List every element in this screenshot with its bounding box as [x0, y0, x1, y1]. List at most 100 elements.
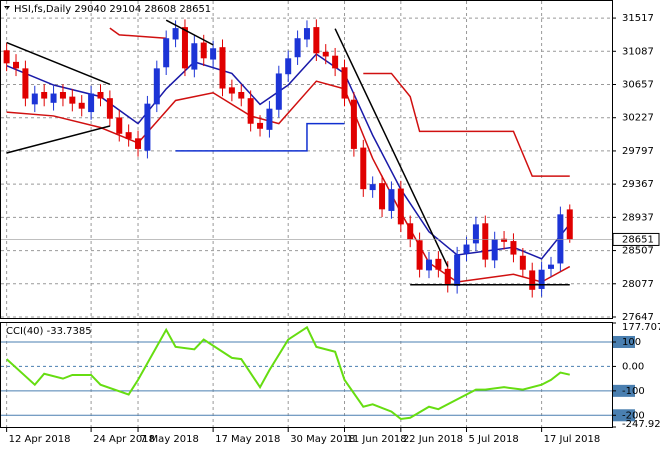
- candle-body: [266, 108, 273, 130]
- candle-body: [181, 27, 188, 69]
- candle-body: [50, 93, 57, 103]
- trend-line: [165, 19, 214, 46]
- candle-body: [463, 244, 470, 254]
- candle-body: [275, 73, 282, 110]
- x-tick-label: 12 Apr 2018: [9, 434, 71, 445]
- y-tick-label: -247.929: [622, 419, 660, 430]
- level-box: [613, 335, 635, 348]
- candle-body: [529, 270, 536, 290]
- candle-body: [341, 67, 348, 99]
- last-price-label: 28651: [622, 234, 654, 245]
- candle-body: [482, 223, 489, 260]
- y-tick-label: 29367: [622, 179, 654, 190]
- candle-body: [501, 238, 508, 242]
- candle-body: [510, 241, 517, 255]
- cci-title: CCI(40) -33.7385: [6, 326, 92, 337]
- candle-body: [566, 209, 573, 240]
- x-tick-label: 17 May 2018: [215, 434, 280, 445]
- cci-panel: [0, 322, 613, 428]
- candle-body: [219, 47, 226, 89]
- candle-body: [125, 132, 132, 139]
- main-panel: [0, 0, 613, 319]
- candle-body: [135, 138, 142, 149]
- x-tick-label: 7 May 2018: [140, 434, 199, 445]
- trend-line: [6, 41, 111, 85]
- candle-body: [519, 255, 526, 270]
- candle-body: [472, 224, 479, 244]
- candle-body: [313, 27, 320, 54]
- indicator-line: [6, 80, 571, 283]
- candle-body: [303, 28, 310, 40]
- candle-body: [369, 184, 376, 191]
- candle-body: [69, 96, 76, 104]
- x-tick-label: 24 Apr 2018: [93, 434, 155, 445]
- candle-body: [106, 98, 113, 119]
- candle-body: [547, 264, 554, 269]
- y-tick-label: -100: [622, 386, 645, 397]
- indicator-line: [109, 27, 570, 177]
- candle-body: [454, 254, 461, 286]
- indicator-line: [175, 122, 345, 152]
- candle-body: [285, 58, 292, 75]
- level-box: [613, 409, 635, 422]
- candle-body: [416, 240, 423, 270]
- candle-body: [22, 68, 29, 99]
- candle-body: [78, 102, 85, 109]
- y-tick-label: 30657: [622, 79, 654, 90]
- candle-body: [247, 98, 254, 124]
- candle-body: [397, 188, 404, 225]
- candle-body: [538, 269, 545, 289]
- candle-body: [294, 38, 301, 58]
- y-tick-label: 31087: [622, 46, 654, 57]
- level-box: [613, 384, 635, 397]
- candle-body: [163, 38, 170, 68]
- candle-body: [200, 42, 207, 59]
- cci-line: [5, 325, 570, 420]
- candle-body: [350, 99, 357, 149]
- candle-body: [425, 259, 432, 271]
- candle-body: [407, 223, 414, 240]
- candle-body: [491, 239, 498, 261]
- trend-line: [334, 28, 449, 267]
- y-tick-label: 30227: [622, 113, 654, 124]
- candle-body: [172, 28, 179, 40]
- candle-body: [116, 117, 123, 134]
- y-tick-label: 28077: [622, 279, 654, 290]
- candle-body: [191, 43, 198, 70]
- y-tick-label: 27647: [622, 312, 654, 323]
- candle-body: [59, 91, 66, 99]
- x-tick-label: 30 May 2018: [290, 434, 355, 445]
- y-tick-label: -200: [622, 410, 645, 421]
- candle-body: [13, 61, 20, 69]
- candle-body: [379, 183, 386, 210]
- candle-body: [360, 147, 367, 190]
- candle-body: [88, 93, 95, 113]
- candle-body: [3, 50, 10, 64]
- last-price-box: [612, 232, 660, 246]
- x-tick-label: 17 Jul 2018: [544, 434, 601, 445]
- y-tick-label: 177.7073: [622, 322, 660, 333]
- candle-body: [257, 122, 264, 129]
- y-tick-label: 29797: [622, 146, 654, 157]
- candle-body: [31, 93, 38, 105]
- candle-body: [332, 55, 339, 69]
- x-tick-label: 22 Jun 2018: [403, 434, 463, 445]
- candle-body: [435, 258, 442, 270]
- candle-body: [322, 51, 329, 57]
- chart-title: HSI,fs,Daily 29040 29104 28608 28651: [14, 4, 211, 15]
- candle-body: [144, 103, 151, 151]
- candle-body: [41, 91, 48, 99]
- x-tick-label: 11 Jun 2018: [347, 434, 407, 445]
- y-tick-label: 0.00: [622, 361, 644, 372]
- candle-body: [388, 189, 395, 211]
- candle-body: [444, 268, 451, 285]
- candle-body: [228, 87, 235, 94]
- candle-body: [97, 91, 104, 99]
- trend-line: [6, 125, 111, 154]
- candle-body: [238, 91, 245, 99]
- candle-body: [153, 68, 160, 105]
- x-tick-label: 5 Jul 2018: [469, 434, 519, 445]
- y-tick-label: 100: [622, 337, 641, 348]
- y-tick-label: 28507: [622, 246, 654, 257]
